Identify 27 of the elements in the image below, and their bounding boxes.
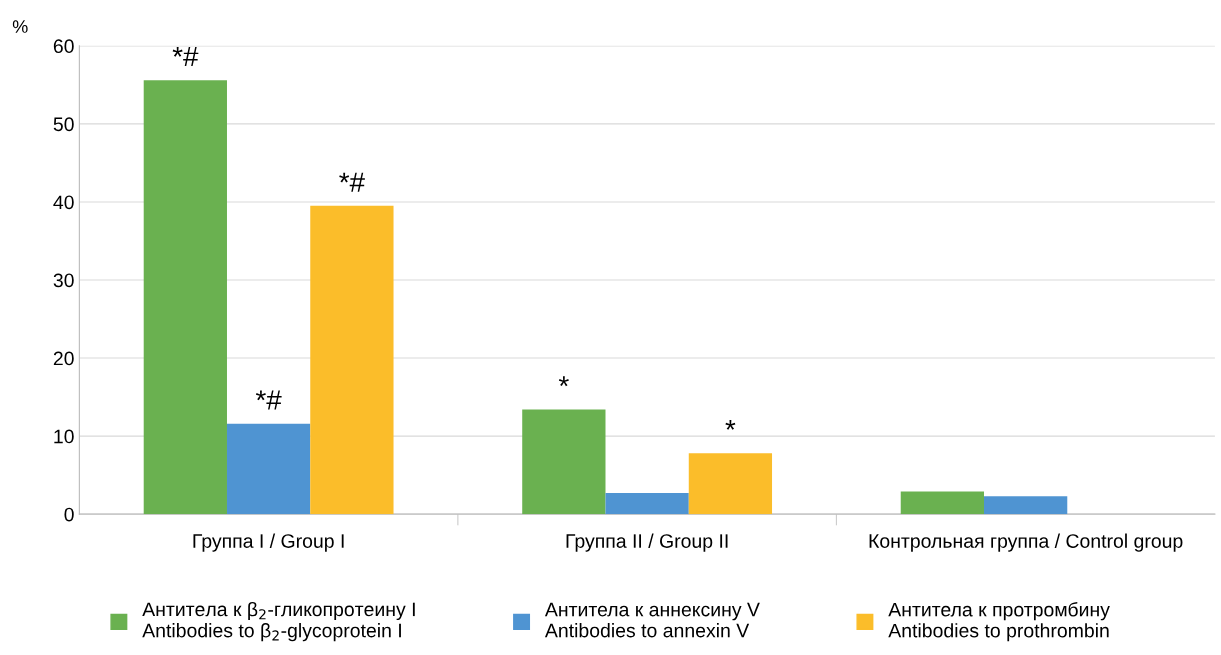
- y-tick-label: 20: [53, 351, 74, 366]
- bar: [688, 453, 773, 515]
- legend-label: Антитела к β$_{2}$-гликопротеину I Antibodies to β$_{2}$-glycoprotein I: [142, 601, 415, 642]
- x-tick-label: Контрольная группа / Control group: [869, 533, 1183, 552]
- y-tick-label: 10: [54, 429, 74, 444]
- y-tick-label: 40: [53, 195, 74, 210]
- bar: [984, 496, 1068, 515]
- bar: [900, 491, 984, 515]
- bar: [310, 205, 394, 515]
- bar: [605, 493, 689, 515]
- y-tick-label: 0: [64, 507, 74, 522]
- bar: [226, 423, 311, 515]
- bar: [143, 80, 227, 515]
- legend-label: Антитела к аннексину V Antibodies to annexin V: [544, 602, 760, 638]
- data-label: *: [725, 420, 736, 430]
- x-tick-label: Группа I / Group I: [193, 533, 344, 552]
- legend-label: Антитела к протромбину Antibodies to prothrombin: [888, 602, 1110, 642]
- bar: [522, 409, 606, 515]
- y-tick-label: 60: [53, 39, 74, 54]
- y-axis-title: %: [12, 20, 28, 33]
- y-tick-label: 50: [53, 117, 74, 132]
- y-tick-label: 30: [53, 273, 74, 288]
- data-label: *: [558, 376, 569, 387]
- x-tick-label: Группа II / Group II: [566, 533, 728, 552]
- data-label: *#: [255, 390, 282, 410]
- data-label: *#: [172, 46, 199, 67]
- data-label: *#: [339, 172, 365, 192]
